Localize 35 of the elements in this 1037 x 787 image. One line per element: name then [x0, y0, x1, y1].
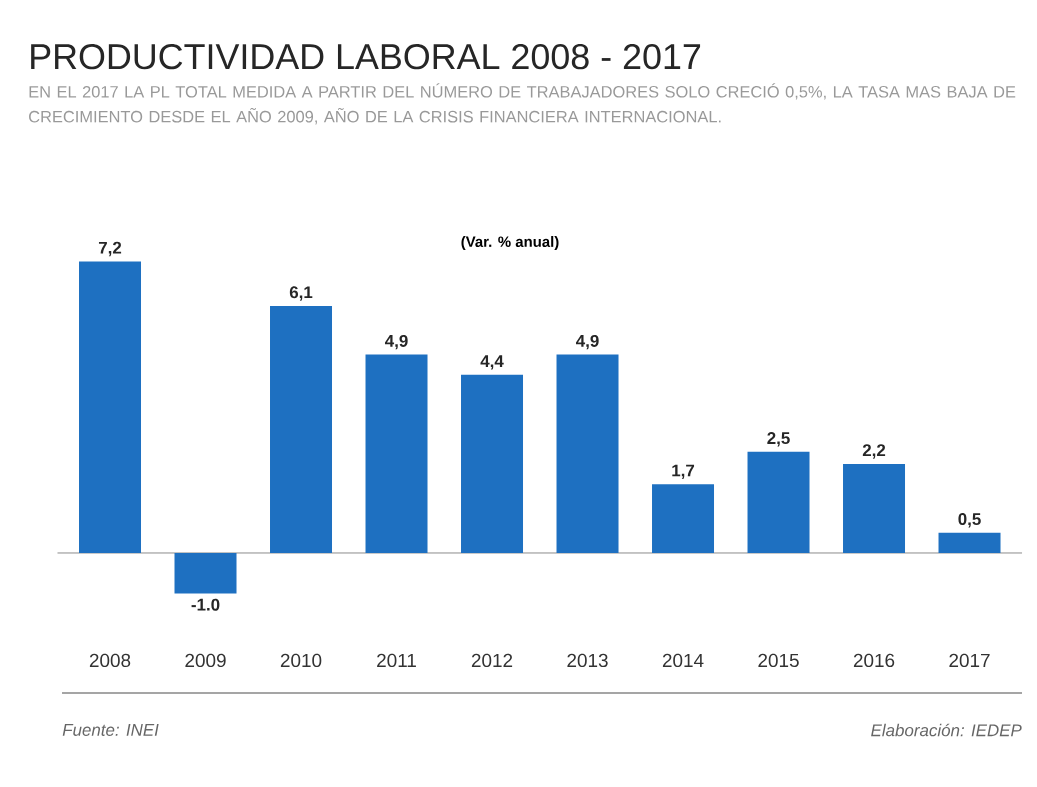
x-tick-label: 2017	[949, 653, 990, 668]
data-label: 4,4	[480, 355, 504, 370]
x-tick-label: 2012	[471, 653, 513, 668]
x-tick-label: 2016	[853, 653, 895, 668]
bar	[556, 354, 619, 553]
text: (Var. % anual)	[461, 236, 559, 250]
x-tick-label: 2008	[89, 653, 131, 668]
data-label: 2,2	[862, 444, 886, 459]
x-tick-label: 2015	[758, 653, 799, 668]
bar	[270, 305, 333, 553]
bar	[652, 484, 715, 553]
x-tick-label: 2014	[662, 653, 704, 668]
x-tick-label: 2009	[185, 653, 226, 668]
x-tick-label: 2011	[377, 653, 416, 668]
bar	[365, 354, 428, 553]
bar	[174, 552, 237, 594]
data-label: 2,5	[767, 432, 790, 447]
chart-subtitle: EN EL 2017 LA PL TOTAL MEDIDA A PARTIR DEL NÚMERO DE TRABAJADORES SOLO CRECIÓ 0,5%, LA TASA MAS BAJA DE CRECIMIENTO DESDE EL AÑO 2009, AÑO DE LA CRISIS FINANCIERA INTERNACIONAL.	[29, 83, 1016, 125]
bar	[843, 463, 906, 553]
x-tick-label: 2013	[567, 653, 608, 668]
text: Elaboración: IEDEP	[871, 723, 1022, 737]
source-note: Fuente: INEI	[62, 724, 159, 736]
data-label: 6,1	[289, 286, 313, 301]
data-label: 7,2	[98, 241, 122, 257]
bar	[79, 261, 142, 553]
data-label: 4,9	[384, 334, 408, 350]
data-label: 0,5	[958, 513, 981, 528]
data-label: 4,9	[575, 334, 599, 350]
bar	[747, 451, 810, 553]
x-tick-label: 2010	[280, 653, 322, 668]
bar	[938, 532, 1001, 553]
data-label: 1,7	[672, 464, 695, 479]
data-label: -1.0	[191, 598, 220, 611]
bar	[461, 374, 524, 553]
chart-title: PRODUCTIVIDAD LABORAL 2008 - 2017	[31, 43, 701, 70]
